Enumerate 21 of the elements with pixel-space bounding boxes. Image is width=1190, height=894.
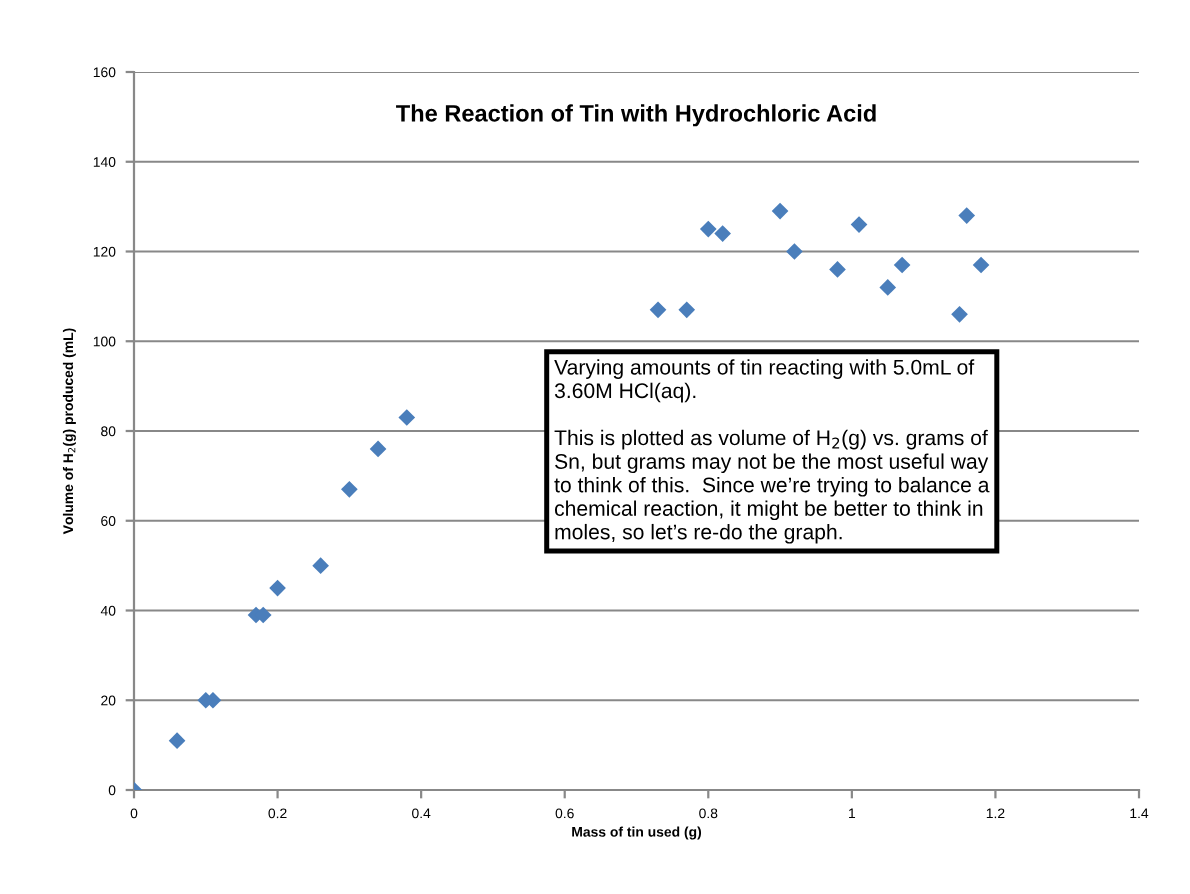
point	[786, 243, 803, 260]
point	[829, 261, 846, 278]
point	[771, 202, 789, 220]
point	[699, 220, 717, 238]
point	[168, 732, 186, 749]
text: The Reaction of Tin with Hydrochloric Acid	[396, 104, 876, 127]
point	[714, 225, 731, 242]
point	[312, 557, 329, 574]
point	[893, 256, 911, 274]
point	[398, 409, 416, 426]
point	[972, 256, 990, 274]
point	[850, 216, 868, 233]
point	[269, 579, 286, 597]
point	[678, 301, 696, 319]
point	[649, 301, 667, 319]
point	[958, 207, 976, 224]
point	[879, 279, 897, 296]
point	[369, 440, 387, 458]
text: Varying amounts of tin reacting with 5.0mL of 3.60M HCl(aq). This is plotted as volume of H$_{2}$(g) vs. grams of Sn, but grams may not be the most useful way to think of this. Since we’re trying to balance a chemical reaction, it might be better to think in moles, so let’s re-do the graph.	[554, 359, 990, 544]
point	[951, 305, 968, 323]
point	[341, 481, 358, 498]
